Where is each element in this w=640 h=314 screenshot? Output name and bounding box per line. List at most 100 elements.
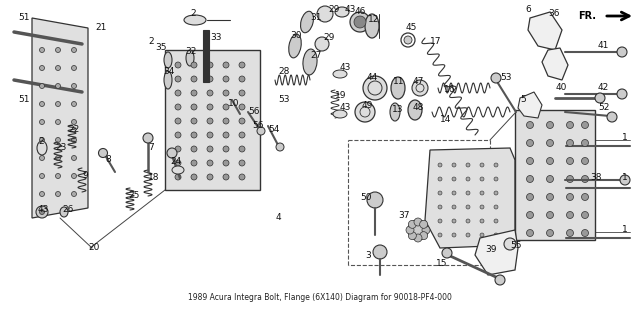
Circle shape (191, 146, 197, 152)
Circle shape (175, 146, 181, 152)
Text: 52: 52 (598, 104, 609, 112)
Text: 53: 53 (500, 73, 511, 83)
Text: 30: 30 (290, 31, 301, 41)
Circle shape (223, 104, 229, 110)
Text: 22: 22 (68, 126, 79, 134)
Circle shape (491, 73, 501, 83)
Circle shape (547, 122, 554, 128)
Text: 40: 40 (556, 84, 568, 93)
Circle shape (207, 118, 213, 124)
Text: 19: 19 (335, 91, 346, 100)
Circle shape (207, 90, 213, 96)
Circle shape (617, 47, 627, 57)
Circle shape (207, 146, 213, 152)
Circle shape (414, 218, 422, 226)
Circle shape (494, 233, 498, 237)
Circle shape (547, 176, 554, 182)
Circle shape (452, 191, 456, 195)
Circle shape (452, 205, 456, 209)
Circle shape (239, 90, 245, 96)
Circle shape (466, 191, 470, 195)
Circle shape (527, 139, 534, 147)
Circle shape (566, 176, 573, 182)
Circle shape (167, 148, 177, 158)
Circle shape (438, 205, 442, 209)
Circle shape (56, 101, 61, 106)
Circle shape (547, 158, 554, 165)
Ellipse shape (333, 70, 347, 78)
Circle shape (494, 191, 498, 195)
Circle shape (40, 209, 45, 214)
Circle shape (607, 112, 617, 122)
Circle shape (452, 233, 456, 237)
Circle shape (56, 47, 61, 52)
Text: 6: 6 (525, 6, 531, 14)
Circle shape (191, 90, 197, 96)
Circle shape (223, 146, 229, 152)
Circle shape (175, 62, 181, 68)
Circle shape (191, 174, 197, 180)
Text: 46: 46 (355, 8, 366, 17)
Circle shape (191, 62, 197, 68)
Circle shape (408, 232, 417, 240)
Text: 27: 27 (310, 51, 321, 59)
Text: 41: 41 (598, 41, 609, 51)
Circle shape (438, 191, 442, 195)
Circle shape (223, 90, 229, 96)
Circle shape (175, 104, 181, 110)
Circle shape (466, 205, 470, 209)
Circle shape (239, 118, 245, 124)
Ellipse shape (367, 192, 383, 208)
Text: 12: 12 (368, 15, 380, 24)
Circle shape (191, 160, 197, 166)
Ellipse shape (172, 166, 184, 174)
Circle shape (40, 66, 45, 71)
Text: 13: 13 (392, 106, 403, 115)
Text: 8: 8 (105, 155, 111, 165)
Circle shape (175, 76, 181, 82)
Text: 9: 9 (82, 171, 88, 180)
Ellipse shape (365, 14, 379, 38)
Circle shape (175, 132, 181, 138)
Text: 29: 29 (328, 6, 339, 14)
Text: 7: 7 (148, 143, 154, 153)
Circle shape (452, 163, 456, 167)
Circle shape (40, 192, 45, 197)
Text: 4: 4 (276, 214, 282, 223)
Circle shape (72, 192, 77, 197)
Text: 21: 21 (95, 24, 106, 33)
Text: 17: 17 (430, 37, 442, 46)
Circle shape (566, 122, 573, 128)
Circle shape (72, 120, 77, 124)
Circle shape (480, 191, 484, 195)
Circle shape (257, 127, 265, 135)
Circle shape (420, 232, 428, 240)
Text: 45: 45 (406, 24, 417, 33)
Circle shape (239, 76, 245, 82)
Circle shape (36, 206, 48, 218)
Circle shape (72, 84, 77, 89)
Circle shape (422, 226, 430, 234)
Circle shape (72, 174, 77, 178)
Circle shape (223, 174, 229, 180)
Circle shape (414, 234, 422, 242)
Circle shape (527, 193, 534, 201)
Circle shape (547, 230, 554, 236)
Ellipse shape (390, 103, 400, 121)
Circle shape (527, 158, 534, 165)
Circle shape (191, 132, 197, 138)
Polygon shape (528, 12, 562, 50)
Circle shape (582, 230, 589, 236)
Circle shape (317, 6, 333, 22)
Text: 56: 56 (252, 122, 264, 131)
Text: 14: 14 (440, 116, 451, 124)
Circle shape (547, 193, 554, 201)
Bar (203, 30, 209, 82)
Circle shape (406, 226, 414, 234)
Circle shape (466, 163, 470, 167)
Text: 15: 15 (436, 259, 447, 268)
Circle shape (494, 177, 498, 181)
Circle shape (547, 139, 554, 147)
Text: 49: 49 (362, 101, 373, 111)
Circle shape (175, 160, 181, 166)
